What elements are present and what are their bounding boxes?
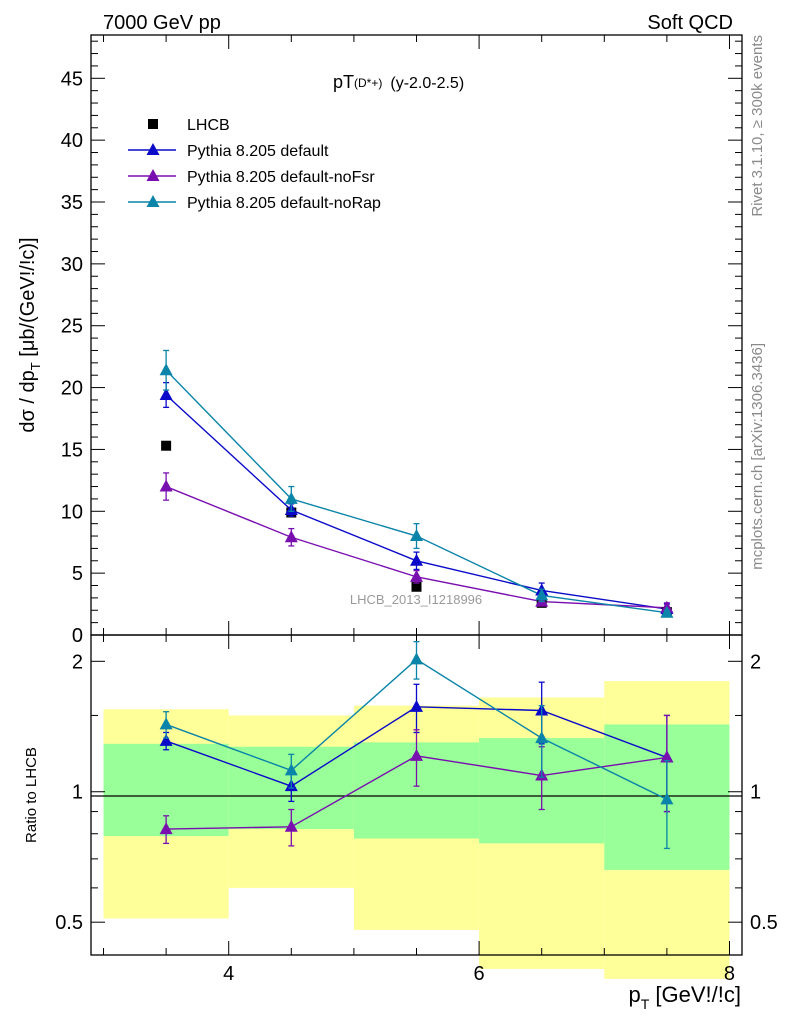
data-point-noFsr: [159, 479, 173, 492]
ratio-point-noFsr: [159, 822, 173, 835]
ratio-y-tick-label-right: 2: [750, 651, 761, 673]
ratio-point-noRap: [535, 731, 549, 744]
ratio-point-noFsr: [410, 748, 423, 761]
legend-marker-noRap: [146, 195, 160, 207]
mcplots-reference-label: mcplots.cern.ch [arXiv:1306.3436]: [749, 343, 766, 570]
data-point-noRap: [410, 529, 423, 542]
upper-y-axis-label: dσ / dpT [μb/(GeV!/!c)]: [17, 237, 43, 432]
ratio-point-noRap: [284, 763, 298, 776]
upper-y-tick-label: 15: [61, 439, 83, 461]
legend-marker-default: [146, 143, 160, 155]
header-category-label: Soft QCD: [647, 12, 733, 34]
ratio-y-tick-label: 2: [72, 651, 83, 673]
ratio-point-noRap: [159, 717, 173, 730]
ratio-point-default: [159, 733, 173, 746]
data-point-noRap: [535, 588, 549, 601]
ratio-y-axis-label: Ratio to LHCB: [23, 747, 40, 843]
ratio-point-noFsr: [284, 819, 298, 832]
upper-y-tick-label: 40: [61, 130, 83, 152]
analysis-watermark: LHCB_2013_I1218996: [350, 592, 482, 607]
data-point-data: [161, 440, 172, 451]
x-tick-label: 8: [724, 963, 735, 985]
rivet-version-label: Rivet 3.1.10, ≥ 300k events: [749, 35, 766, 217]
data-point-default: [159, 388, 173, 400]
data-point-noFsr: [284, 530, 298, 543]
x-axis-label: pT [GeV!/!c]: [628, 982, 741, 1012]
ratio-y-tick-label: 1: [72, 782, 83, 804]
data-point-data: [411, 581, 422, 592]
legend-label-noRap: Pythia 8.205 default-noRap: [187, 195, 381, 212]
legend-label-data: LHCB: [187, 117, 230, 134]
ratio-y-tick-label: 0.5: [55, 912, 83, 934]
data-point-noRap: [660, 605, 674, 618]
data-point-noRap: [284, 491, 298, 504]
legend-label-default: Pythia 8.205 default: [187, 143, 329, 160]
data-point-default: [410, 553, 423, 566]
legend: LHCB Pythia 8.205 default Pythia 8.205 def…: [128, 117, 381, 212]
data-point-noRap: [159, 363, 173, 376]
ratio-point-default: [410, 699, 423, 712]
legend-label-noFsr: Pythia 8.205 default-noFsr: [187, 169, 375, 186]
ratio-point-noFsr: [660, 750, 674, 763]
legend-marker-noFsr: [146, 169, 160, 181]
ratio-y-tick-label-right: 1: [750, 782, 761, 804]
plot-title: pT(D*+) (y-2.0-2.5): [333, 72, 464, 92]
upper-y-tick-label: 45: [61, 68, 83, 90]
ratio-point-noRap: [410, 652, 423, 665]
upper-y-tick-label: 5: [72, 563, 83, 585]
header-energy-label: 7000 GeV pp: [103, 12, 221, 34]
upper-y-tick-label: 0: [72, 625, 83, 647]
upper-y-tick-label: 20: [61, 378, 83, 400]
x-tick-label: 4: [223, 963, 234, 985]
upper-y-tick-label: 10: [61, 501, 83, 523]
upper-y-tick-label: 25: [61, 316, 83, 338]
legend-marker-data: [148, 119, 158, 129]
ratio-y-tick-label-right: 0.5: [750, 912, 778, 934]
upper-y-tick-label: 30: [61, 254, 83, 276]
ratio-point-noRap: [660, 792, 674, 805]
upper-y-tick-label: 35: [61, 192, 83, 214]
x-tick-label: 6: [474, 963, 485, 985]
data-point-noFsr: [410, 569, 423, 582]
